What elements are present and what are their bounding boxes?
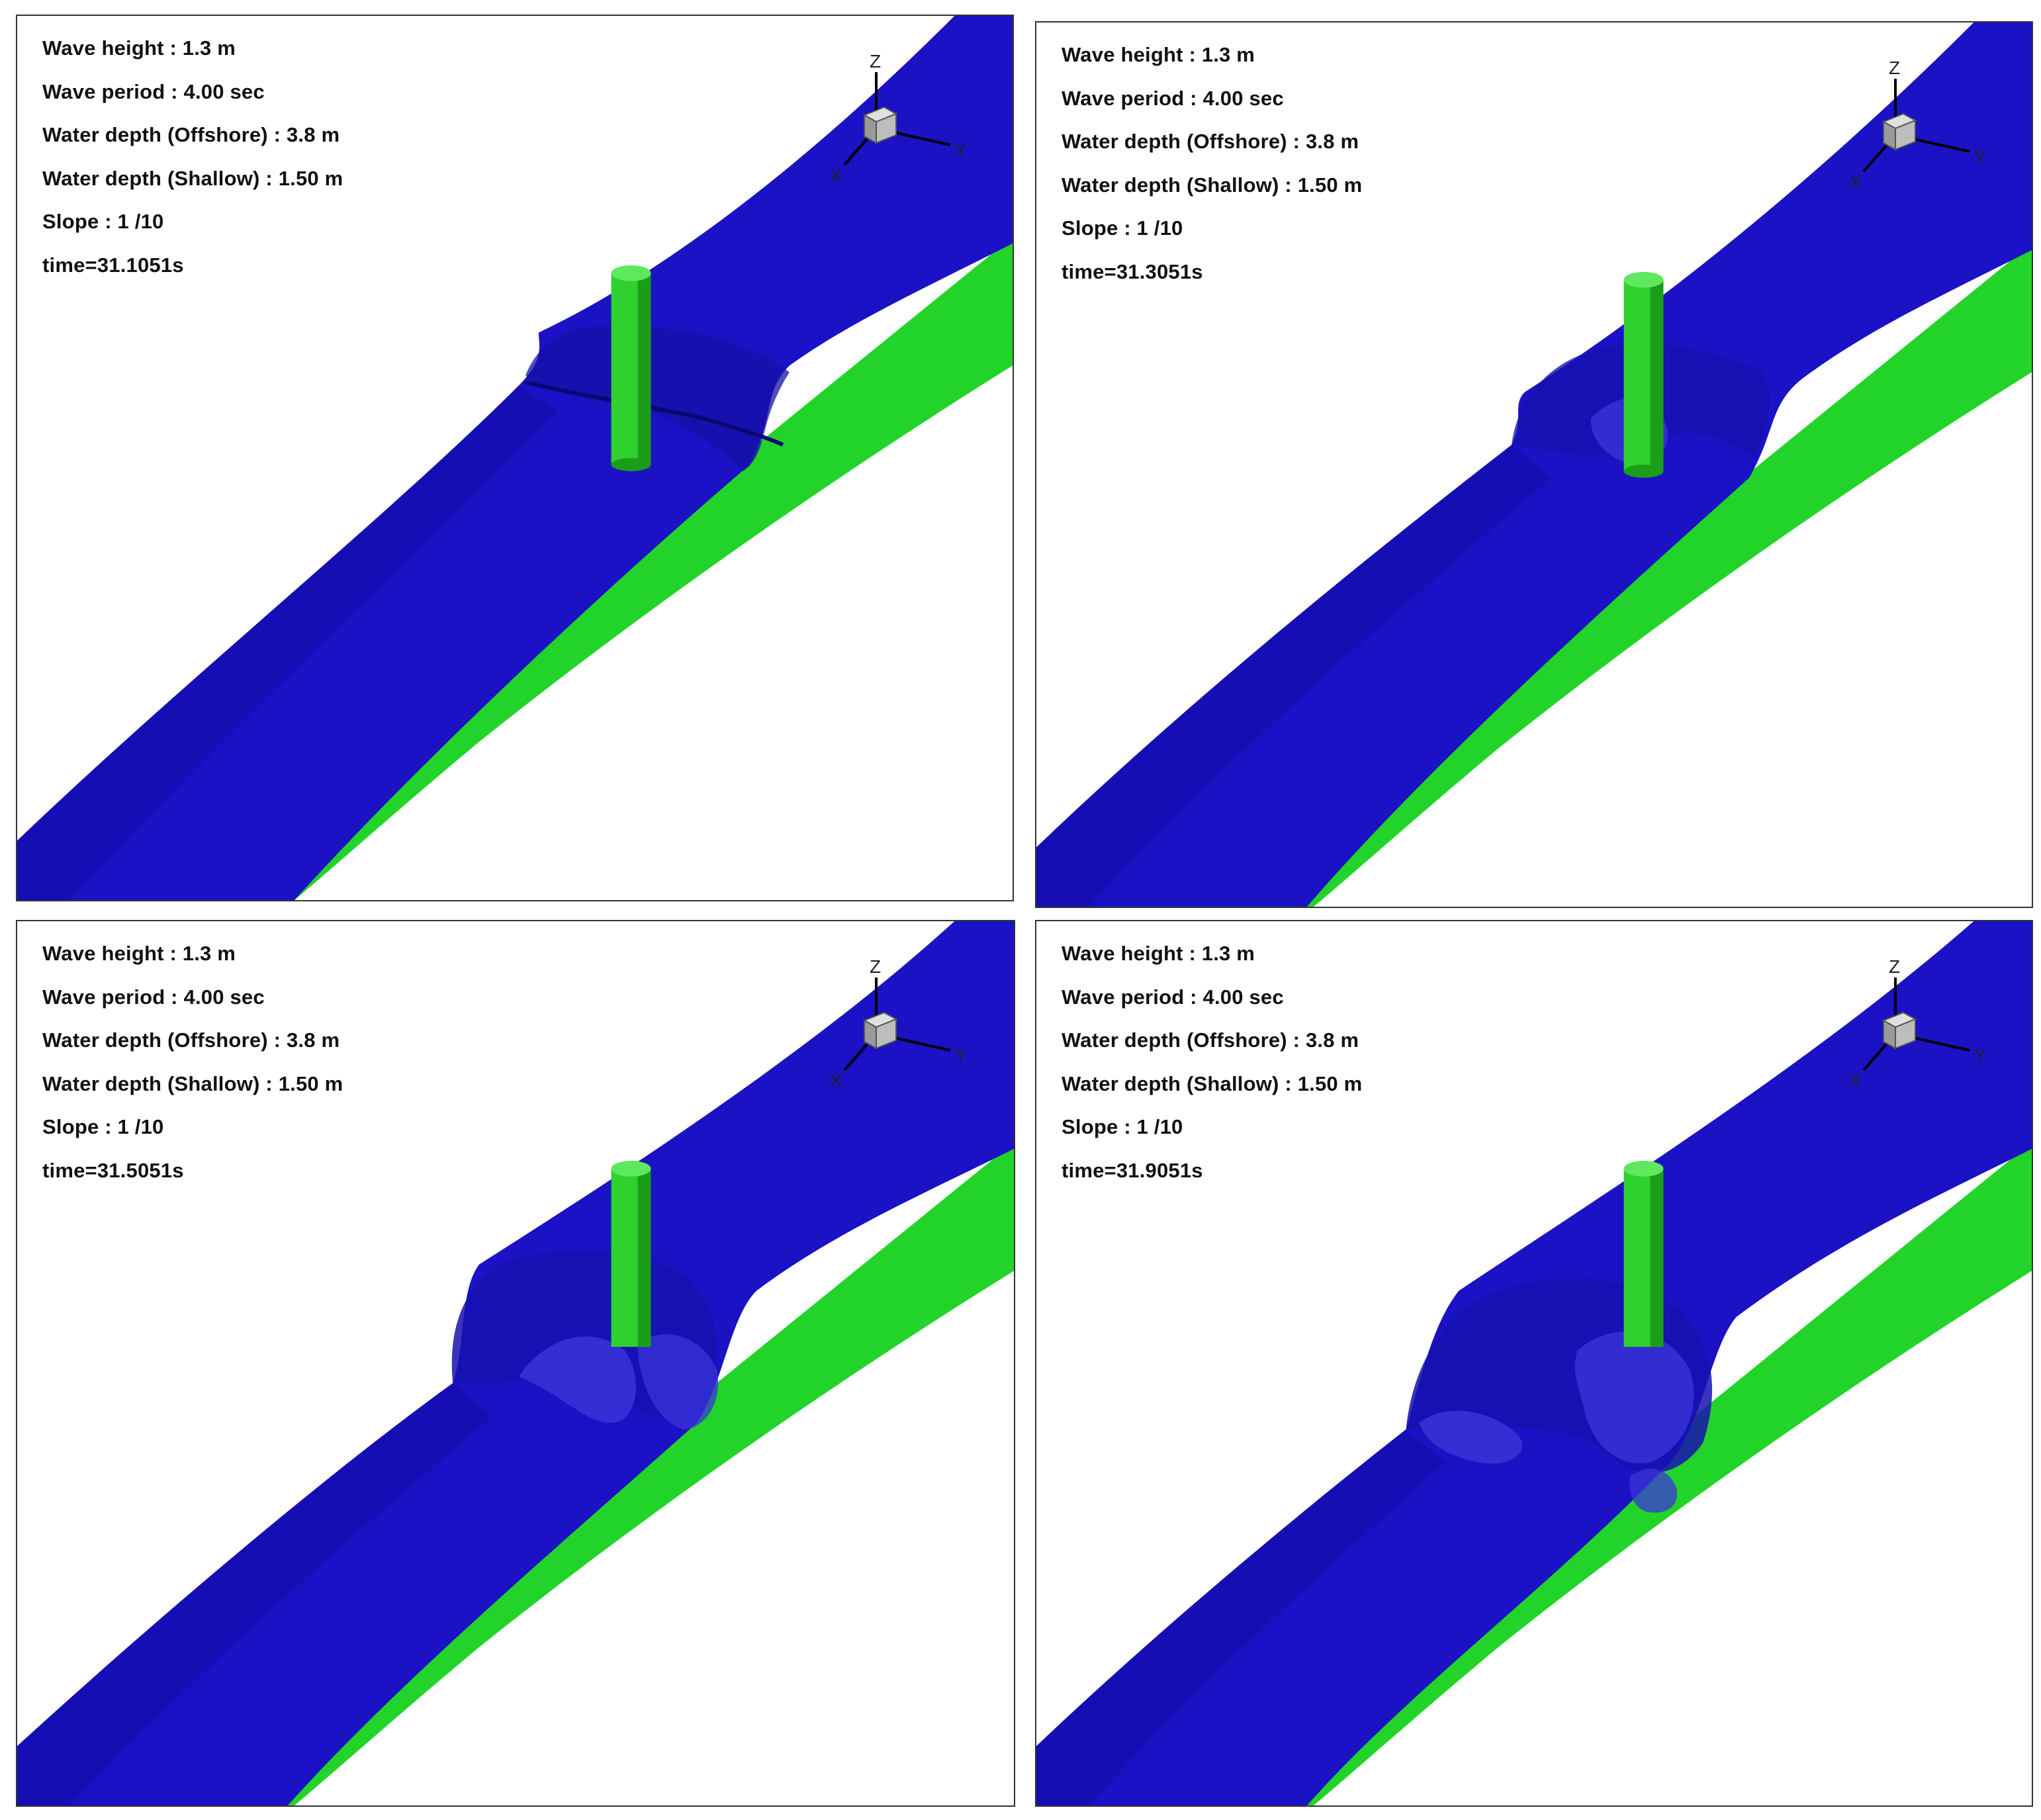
simulation-parameters: Wave height : 1.3 m Wave period : 4.00 s… bbox=[1062, 932, 1362, 1192]
wave-surface-scene bbox=[17, 921, 1014, 1805]
slope-label: Slope : 1 /10 bbox=[1062, 216, 1183, 240]
monopile-shade bbox=[1650, 1168, 1664, 1347]
wave-surface-scene bbox=[17, 16, 1013, 900]
monopile bbox=[1623, 271, 1664, 478]
monopile-base bbox=[1623, 465, 1664, 478]
y-axis-label: Y bbox=[1973, 1045, 1986, 1066]
wave-period-label: Wave period : 4.00 sec bbox=[42, 985, 265, 1009]
axis-orientation-cube-icon bbox=[862, 106, 898, 144]
simulation-parameters: Wave height : 1.3 m Wave period : 4.00 s… bbox=[42, 932, 343, 1192]
wave-height-label: Wave height : 1.3 m bbox=[1062, 942, 1255, 965]
water-surface bbox=[1036, 23, 2032, 907]
wave-period-label: Wave period : 4.00 sec bbox=[1062, 985, 1284, 1009]
monopile-top bbox=[611, 265, 651, 281]
wave-surface-scene bbox=[1036, 921, 2032, 1805]
water-shading bbox=[17, 385, 559, 900]
axis-orientation-cube-icon bbox=[862, 1011, 898, 1050]
wave-surface-scene bbox=[1036, 23, 2032, 907]
slope-label: Slope : 1 /10 bbox=[42, 210, 164, 233]
monopile bbox=[611, 1160, 651, 1347]
monopile bbox=[1623, 1160, 1664, 1347]
water-depth-offshore-label: Water depth (Offshore) : 3.8 m bbox=[1062, 1028, 1359, 1052]
time-label: time=31.3051s bbox=[1062, 259, 1203, 283]
simulation-parameters: Wave height : 1.3 m Wave period : 4.00 s… bbox=[42, 26, 343, 287]
wave-period-label: Wave period : 4.00 sec bbox=[42, 79, 265, 103]
wave-breaking-foam bbox=[518, 1336, 636, 1423]
simulation-parameters: Wave height : 1.3 m Wave period : 4.00 s… bbox=[1062, 33, 1362, 293]
z-axis-label: Z bbox=[870, 51, 881, 71]
time-label: time=31.5051s bbox=[42, 1158, 184, 1182]
axis-orientation-cube-icon bbox=[1882, 1011, 1917, 1050]
y-axis-label: Y bbox=[954, 140, 967, 160]
z-axis-label: Z bbox=[1889, 58, 1900, 78]
slope-label: Slope : 1 /10 bbox=[1062, 1115, 1183, 1138]
monopile-base bbox=[611, 458, 651, 471]
panel-t31-3051: Wave height : 1.3 m Wave period : 4.00 s… bbox=[1035, 21, 2033, 908]
water-depth-shallow-label: Water depth (Shallow) : 1.50 m bbox=[1062, 173, 1363, 197]
axis-triad: Z Y X bbox=[798, 42, 970, 195]
axis-triad: Z Y X bbox=[1817, 49, 1989, 201]
monopile-shade bbox=[637, 273, 651, 465]
water-depth-shallow-label: Water depth (Shallow) : 1.50 m bbox=[42, 1071, 343, 1095]
y-axis-label: Y bbox=[1973, 146, 1986, 167]
water-depth-shallow-label: Water depth (Shallow) : 1.50 m bbox=[1062, 1071, 1363, 1095]
wave-height-label: Wave height : 1.3 m bbox=[42, 36, 236, 60]
monopile bbox=[611, 265, 651, 471]
wave-height-label: Wave height : 1.3 m bbox=[42, 942, 236, 965]
panel-t31-9051: Wave height : 1.3 m Wave period : 4.00 s… bbox=[1035, 920, 2033, 1807]
wave-breaking-foam bbox=[637, 1334, 719, 1430]
x-axis-label: X bbox=[1849, 1070, 1862, 1091]
wave-crest bbox=[525, 325, 790, 471]
z-axis-label: Z bbox=[1889, 956, 1900, 977]
wave-front-line bbox=[525, 380, 784, 447]
axis-orientation-cube-icon bbox=[1882, 113, 1917, 151]
y-axis-label: Y bbox=[954, 1045, 967, 1066]
water-depth-offshore-label: Water depth (Offshore) : 3.8 m bbox=[1062, 130, 1359, 153]
panel-t31-5051: Wave height : 1.3 m Wave period : 4.00 s… bbox=[16, 920, 1015, 1807]
wave-breaking-foam bbox=[1629, 1469, 1678, 1513]
water-surface bbox=[17, 16, 1013, 900]
wave-breaking-foam bbox=[1574, 1331, 1694, 1464]
monopile-shade bbox=[637, 1168, 651, 1347]
water-depth-shallow-label: Water depth (Shallow) : 1.50 m bbox=[42, 166, 343, 190]
axis-triad: Z Y X bbox=[798, 948, 970, 1100]
axis-triad: Z Y X bbox=[1817, 948, 1989, 1100]
water-shading bbox=[1036, 1429, 1446, 1805]
monopile-top bbox=[611, 1160, 651, 1177]
time-label: time=31.1051s bbox=[42, 253, 184, 277]
water-depth-offshore-label: Water depth (Offshore) : 3.8 m bbox=[42, 123, 340, 146]
wave-period-label: Wave period : 4.00 sec bbox=[1062, 86, 1284, 110]
time-label: time=31.9051s bbox=[1062, 1158, 1203, 1182]
z-axis-label: Z bbox=[870, 956, 881, 977]
monopile-top bbox=[1623, 271, 1664, 288]
monopile-shade bbox=[1650, 279, 1664, 471]
water-shading bbox=[17, 1383, 493, 1805]
wave-breaking-foam bbox=[1419, 1410, 1523, 1464]
x-axis-label: X bbox=[830, 1070, 842, 1091]
water-depth-offshore-label: Water depth (Offshore) : 3.8 m bbox=[42, 1028, 340, 1052]
wave-height-label: Wave height : 1.3 m bbox=[1062, 43, 1255, 66]
monopile-top bbox=[1623, 1160, 1664, 1177]
x-axis-label: X bbox=[1849, 171, 1862, 192]
slope-label: Slope : 1 /10 bbox=[42, 1115, 164, 1138]
water-shading bbox=[1036, 445, 1551, 907]
panel-t31-1051: Wave height : 1.3 m Wave period : 4.00 s… bbox=[16, 15, 1014, 901]
x-axis-label: X bbox=[830, 165, 842, 185]
